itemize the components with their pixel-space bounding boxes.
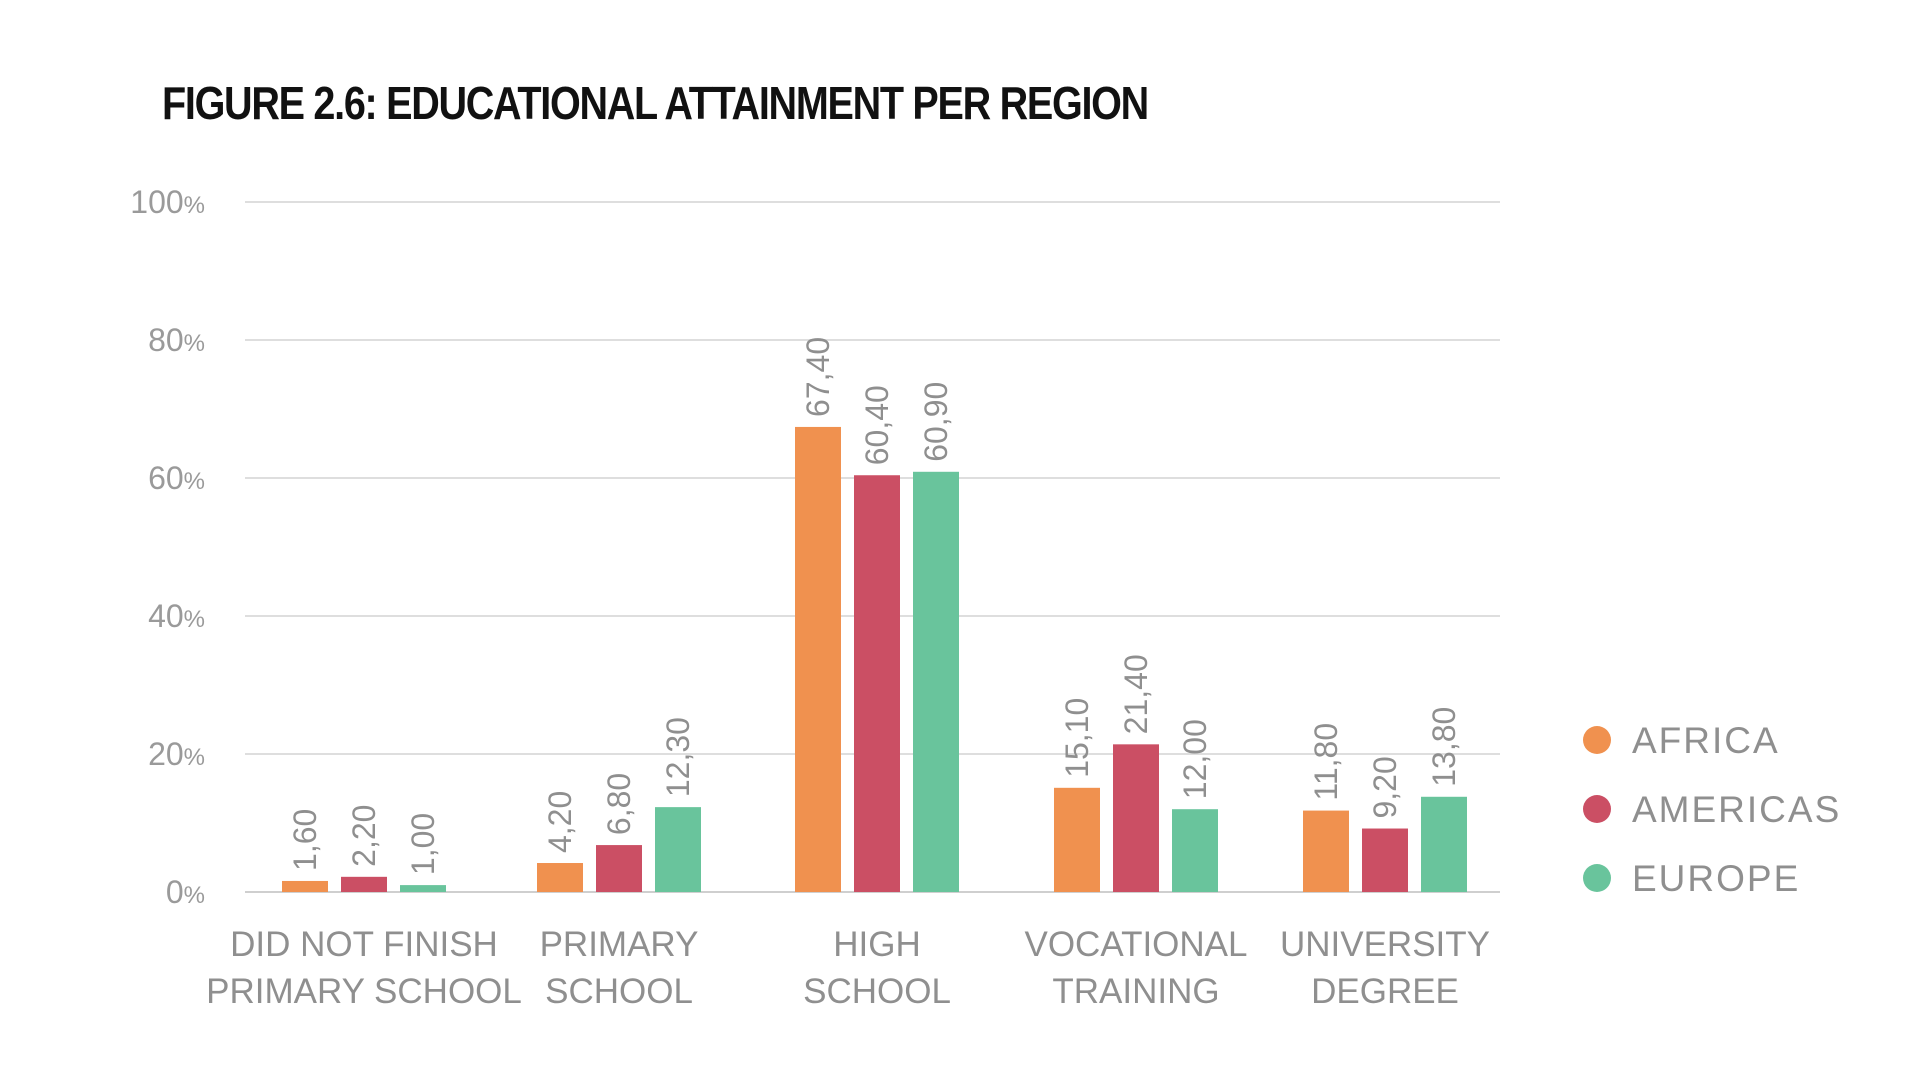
data-label: 60,90 xyxy=(918,382,954,462)
x-tick-label: PRIMARY SCHOOL xyxy=(206,972,522,1011)
data-label: 6,80 xyxy=(601,773,637,835)
bar-americas xyxy=(341,876,387,892)
x-tick-label: SCHOOL xyxy=(545,972,693,1011)
legend-label: AFRICA xyxy=(1632,720,1780,761)
data-label: 2,20 xyxy=(346,805,382,867)
bar-africa xyxy=(1054,787,1100,892)
legend-swatch xyxy=(1583,726,1611,754)
x-tick-label: SCHOOL xyxy=(803,972,951,1011)
bar-americas xyxy=(1362,828,1408,892)
data-label: 1,60 xyxy=(287,809,323,871)
data-label: 12,30 xyxy=(660,717,696,797)
x-tick-label: VOCATIONAL xyxy=(1024,925,1247,964)
x-tick-label: PRIMARY xyxy=(540,925,699,964)
legend-swatch xyxy=(1583,864,1611,892)
data-label: 60,40 xyxy=(859,385,895,465)
legend-label: AMERICAS xyxy=(1632,789,1841,830)
data-label: 1,00 xyxy=(405,813,441,875)
data-label: 15,10 xyxy=(1059,698,1095,778)
x-tick-label: TRAINING xyxy=(1052,972,1219,1011)
y-tick-label: 60% xyxy=(148,460,205,496)
bar-europe xyxy=(1172,809,1218,892)
legend-label: EUROPE xyxy=(1632,858,1800,899)
bar-europe xyxy=(400,885,446,892)
y-tick-label: 0% xyxy=(166,874,205,910)
bar-africa xyxy=(1303,810,1349,892)
bar-americas xyxy=(854,475,900,892)
data-label: 11,80 xyxy=(1308,723,1344,801)
bar-africa xyxy=(537,863,583,892)
bar-americas xyxy=(1113,744,1159,892)
data-label: 67,40 xyxy=(800,337,836,417)
chart-title: FIGURE 2.6: EDUCATIONAL ATTAINMENT PER R… xyxy=(162,77,1149,129)
data-label: 12,00 xyxy=(1177,719,1213,799)
y-tick-label: 40% xyxy=(148,598,205,634)
x-tick-label: UNIVERSITY xyxy=(1280,925,1490,964)
y-tick-label: 100% xyxy=(130,184,205,220)
bar-americas xyxy=(596,845,642,892)
bar-africa xyxy=(795,426,841,892)
x-tick-label: HIGH xyxy=(833,925,921,964)
y-tick-label: 80% xyxy=(148,322,205,358)
legend-swatch xyxy=(1583,795,1611,823)
data-label: 21,40 xyxy=(1118,654,1154,734)
data-label: 13,80 xyxy=(1426,707,1462,787)
x-tick-label: DEGREE xyxy=(1311,972,1459,1011)
x-tick-label: DID NOT FINISH xyxy=(230,925,498,964)
bar-europe xyxy=(1421,796,1467,892)
y-tick-label: 20% xyxy=(148,736,205,772)
bar-europe xyxy=(655,807,701,892)
data-label: 4,20 xyxy=(542,791,578,853)
data-label: 9,20 xyxy=(1367,756,1403,818)
bar-europe xyxy=(913,471,959,892)
bar-africa xyxy=(282,880,328,892)
